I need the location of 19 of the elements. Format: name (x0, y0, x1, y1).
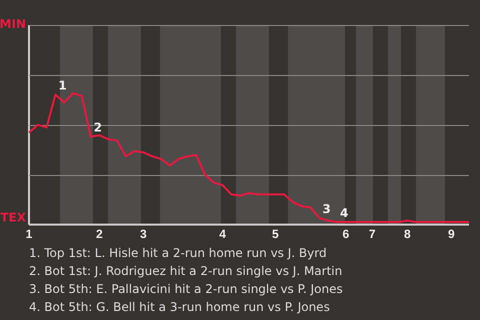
x-tick-label: 9 (448, 227, 456, 242)
text: TEX (0, 210, 27, 225)
x-tick-label: 5 (272, 227, 280, 242)
annotation: 1 (58, 78, 67, 93)
text: 2. Bot 1st: J. Rodriguez hit a 2-run single vs J. Martin (29, 263, 343, 280)
annotation: 2 (94, 120, 102, 135)
x-tick-label: 7 (368, 227, 376, 242)
x-tick-label: 4 (219, 227, 226, 242)
text: 3. Bot 5th: E. Pallavicini hit a 2-run single vs P. Jones (29, 281, 343, 298)
x-tick-label: 6 (342, 227, 350, 242)
x-tick-label: 2 (96, 227, 104, 242)
x-tick-label: 8 (404, 227, 412, 242)
text: 1. Top 1st: L. Hisle hit a 2-run home run vs J. Byrd (29, 245, 328, 262)
ref-line-label: MIN (0, 17, 26, 32)
x-tick-label: 3 (140, 227, 148, 242)
text: 4. Bot 5th: G. Bell hit a 3-run home run vs P. Jones (29, 299, 331, 316)
annotation: 3 (322, 202, 331, 216)
x-tick-label: 1 (26, 227, 33, 242)
annotation: 4 (340, 206, 348, 220)
